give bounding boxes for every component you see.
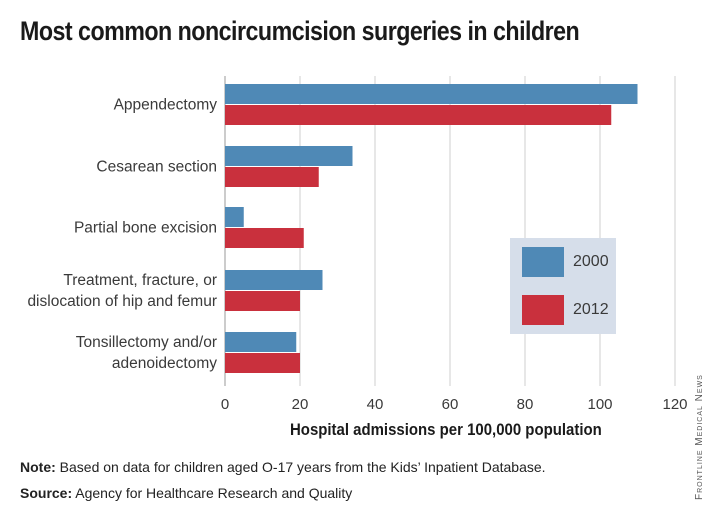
bar-2000 xyxy=(225,146,353,166)
x-tick-label: 60 xyxy=(442,396,459,413)
legend-swatch-2000 xyxy=(522,247,564,277)
x-tick-label: 120 xyxy=(662,396,687,413)
bar-2012 xyxy=(225,228,304,248)
category-label: adenoidectomy xyxy=(112,355,217,372)
footnote: Note: Based on data for children aged O-… xyxy=(20,459,546,475)
x-tick-label: 20 xyxy=(292,396,309,413)
x-tick-label: 0 xyxy=(221,396,229,413)
x-tick-label: 80 xyxy=(517,396,534,413)
bar-2000 xyxy=(225,332,297,352)
category-label: Partial bone excision xyxy=(74,220,217,237)
publisher-credit: Frontline Medical News xyxy=(694,374,705,500)
note-text: Based on data for children aged O-17 yea… xyxy=(55,459,546,475)
category-label: dislocation of hip and femur xyxy=(27,293,217,310)
legend-item-2000: 2000 xyxy=(522,247,609,277)
source-text: Agency for Healthcare Research and Quali… xyxy=(72,485,353,501)
source-label: Source: xyxy=(20,485,73,501)
source-line: Source: Agency for Healthcare Research a… xyxy=(20,485,352,501)
legend-swatch-2012 xyxy=(522,295,564,325)
legend-label-2012: 2012 xyxy=(573,301,609,318)
chart-title: Most common noncircumcision surgeries in… xyxy=(20,16,580,46)
bar-2012 xyxy=(225,167,319,187)
bar-2012 xyxy=(225,353,300,373)
x-axis-label: Hospital admissions per 100,000 populati… xyxy=(290,420,602,439)
category-label: Cesarean section xyxy=(96,159,217,176)
category-label: Tonsillectomy and/or xyxy=(76,334,217,351)
bar-2000 xyxy=(225,270,323,290)
bar-2012 xyxy=(225,291,300,311)
x-tick-label: 40 xyxy=(367,396,384,413)
bar-2000 xyxy=(225,207,244,227)
legend-item-2012: 2012 xyxy=(522,295,609,325)
x-tick-label: 100 xyxy=(587,396,612,413)
bar-2012 xyxy=(225,105,612,125)
note-label: Note: xyxy=(20,459,56,475)
bar-2000 xyxy=(225,84,638,104)
category-label: Appendectomy xyxy=(114,97,218,114)
category-label: Treatment, fracture, or xyxy=(63,272,217,289)
legend: 2000 2012 xyxy=(510,238,616,334)
legend-label-2000: 2000 xyxy=(573,253,609,270)
